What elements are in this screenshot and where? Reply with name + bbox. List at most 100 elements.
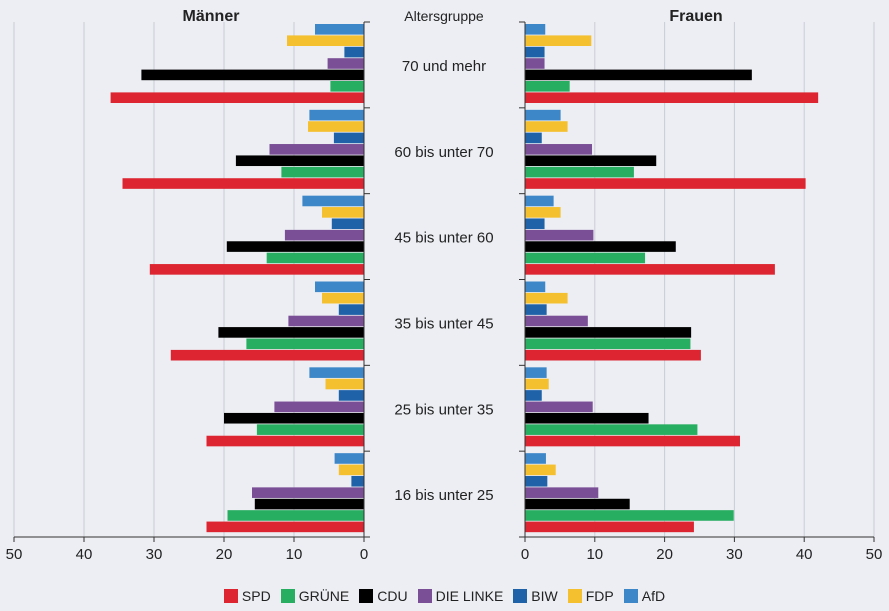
bar-men bbox=[227, 510, 364, 521]
x-tick-label-women: 40 bbox=[796, 546, 813, 563]
bar-women bbox=[525, 390, 542, 401]
bar-women bbox=[525, 81, 570, 92]
bar-women bbox=[525, 264, 775, 275]
bar-men bbox=[315, 24, 364, 35]
bar-men bbox=[141, 69, 364, 81]
legend-label: FDP bbox=[585, 588, 614, 604]
bar-women bbox=[525, 315, 588, 327]
legend-item: CDU bbox=[359, 588, 408, 604]
bar-women bbox=[525, 349, 701, 361]
bar-men bbox=[308, 121, 364, 132]
bar-men bbox=[269, 144, 364, 155]
bar-women bbox=[525, 510, 734, 521]
legend-swatch bbox=[359, 589, 374, 603]
bar-men bbox=[246, 338, 364, 350]
legend-label: AfD bbox=[641, 588, 666, 604]
legend-label: SPD bbox=[241, 588, 271, 604]
chart-title-center: Altersgruppe bbox=[404, 8, 484, 24]
legend-item: DIE LINKE bbox=[417, 588, 504, 604]
bar-women bbox=[525, 435, 740, 447]
bar-men bbox=[266, 252, 364, 264]
x-tick-label-women: 20 bbox=[656, 546, 673, 563]
legend-item: GRÜNE bbox=[280, 588, 350, 604]
bar-men bbox=[218, 327, 364, 338]
category-label: 16 bis unter 25 bbox=[394, 487, 493, 504]
axes: 50 40 30 20 10 0 0 10 20 30 40 50 bbox=[6, 21, 883, 563]
bar-women bbox=[525, 378, 549, 390]
bar-women bbox=[525, 35, 592, 46]
bar-women bbox=[525, 121, 568, 132]
bar-women bbox=[525, 292, 568, 304]
category-label: 45 bis unter 60 bbox=[394, 230, 493, 247]
x-tick-label-men: 50 bbox=[6, 546, 23, 563]
bar-women bbox=[525, 178, 806, 189]
legend-item: SPD bbox=[223, 588, 271, 604]
bar-women bbox=[525, 69, 752, 81]
x-tick-label-men: 40 bbox=[76, 546, 93, 563]
bar-men bbox=[224, 412, 364, 424]
bar-women bbox=[525, 412, 649, 424]
legend-label: DIE LINKE bbox=[435, 588, 504, 604]
bar-men bbox=[338, 464, 364, 476]
bar-women bbox=[525, 453, 546, 464]
bar-men bbox=[288, 315, 364, 327]
legend-label: BIW bbox=[531, 588, 558, 604]
bar-women bbox=[525, 475, 548, 487]
bar-men bbox=[122, 178, 364, 189]
bar-women bbox=[525, 92, 819, 103]
x-tick-label-women: 10 bbox=[586, 546, 603, 563]
legend-label: GRÜNE bbox=[298, 588, 350, 604]
chart-title-women: Frauen bbox=[669, 8, 722, 25]
x-tick-label-women: 50 bbox=[866, 546, 883, 563]
bar-men bbox=[284, 229, 364, 241]
bar-men bbox=[334, 453, 364, 464]
bar-men bbox=[254, 498, 364, 510]
bar-men bbox=[333, 132, 364, 144]
bar-women bbox=[525, 58, 545, 69]
legend-item: FDP bbox=[567, 588, 614, 604]
legend-swatch bbox=[513, 589, 528, 603]
bar-men bbox=[344, 46, 364, 58]
bar-men bbox=[206, 521, 364, 533]
chart-title-men: Männer bbox=[183, 8, 240, 25]
bar-women bbox=[525, 195, 554, 207]
x-tick-label-women: 0 bbox=[521, 546, 529, 563]
bar-men bbox=[281, 166, 364, 178]
bar-women bbox=[525, 241, 676, 252]
bar-men bbox=[315, 281, 364, 293]
bar-men bbox=[287, 35, 364, 46]
bar-women bbox=[525, 281, 546, 293]
bar-men bbox=[331, 218, 364, 230]
bar-women bbox=[525, 155, 657, 167]
bar-men bbox=[170, 349, 364, 361]
bar-men bbox=[256, 424, 364, 435]
bar-men bbox=[322, 292, 364, 304]
bar-women bbox=[525, 132, 542, 144]
bar-women bbox=[525, 498, 630, 510]
legend-swatch bbox=[223, 589, 238, 603]
bar-women bbox=[525, 367, 547, 378]
bar-women bbox=[525, 24, 546, 35]
x-tick-label-men: 0 bbox=[360, 546, 368, 563]
legend-label: CDU bbox=[377, 588, 408, 604]
legend-swatch bbox=[280, 589, 295, 603]
category-label: 70 und mehr bbox=[402, 58, 486, 75]
bars bbox=[110, 24, 819, 533]
bar-women bbox=[525, 109, 561, 121]
bar-men bbox=[110, 92, 364, 103]
legend-item: AfD bbox=[623, 588, 666, 604]
bar-men bbox=[322, 207, 364, 218]
legend-swatch bbox=[417, 589, 432, 603]
bar-women bbox=[525, 166, 634, 178]
bar-women bbox=[525, 424, 698, 435]
bar-women bbox=[525, 464, 556, 476]
bar-women bbox=[525, 521, 694, 533]
bar-men bbox=[206, 435, 364, 447]
x-tick-label-men: 30 bbox=[146, 546, 163, 563]
legend-swatch bbox=[567, 589, 582, 603]
bar-men bbox=[327, 58, 364, 69]
bar-women bbox=[525, 46, 545, 58]
legend-item: BIW bbox=[513, 588, 558, 604]
category-label: 35 bis unter 45 bbox=[394, 315, 493, 332]
